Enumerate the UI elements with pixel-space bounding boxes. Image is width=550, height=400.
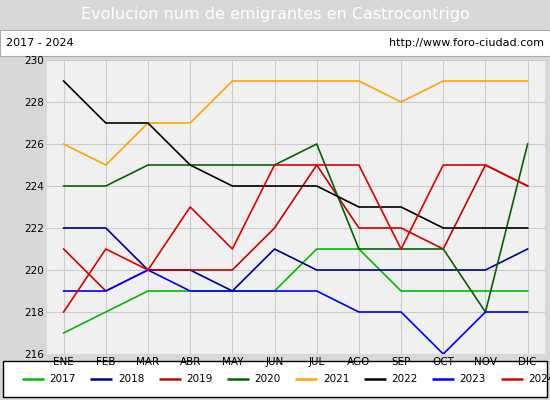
Text: 2017: 2017 (50, 374, 76, 384)
Text: 2022: 2022 (391, 374, 417, 384)
Text: 2018: 2018 (118, 374, 144, 384)
Text: 2024: 2024 (528, 374, 550, 384)
Text: 2020: 2020 (255, 374, 281, 384)
FancyBboxPatch shape (3, 361, 547, 397)
Text: http://www.foro-ciudad.com: http://www.foro-ciudad.com (389, 38, 544, 48)
Text: 2023: 2023 (460, 374, 486, 384)
Text: 2021: 2021 (323, 374, 349, 384)
Text: 2017 - 2024: 2017 - 2024 (6, 38, 73, 48)
Text: Evolucion num de emigrantes en Castrocontrigo: Evolucion num de emigrantes en Castrocon… (81, 8, 469, 22)
Text: 2019: 2019 (186, 374, 213, 384)
